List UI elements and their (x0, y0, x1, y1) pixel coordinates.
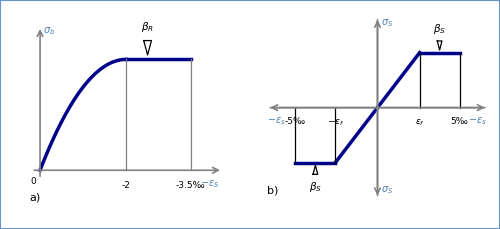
Text: $-\varepsilon_s$: $-\varepsilon_s$ (468, 115, 486, 127)
Text: a): a) (30, 192, 40, 202)
Text: $\beta_S$: $\beta_S$ (309, 180, 322, 194)
Text: $\varepsilon_f$: $\varepsilon_f$ (414, 117, 424, 128)
Text: 0: 0 (31, 177, 36, 186)
Text: $-\varepsilon_s$: $-\varepsilon_s$ (268, 115, 286, 127)
Text: 5‰: 5‰ (450, 117, 468, 126)
Text: -2: -2 (122, 181, 130, 190)
Text: $\sigma_S$: $\sigma_S$ (381, 18, 394, 29)
Text: $-\varepsilon_f$: $-\varepsilon_f$ (326, 117, 344, 128)
Text: b): b) (268, 185, 278, 195)
Text: $\beta_R$: $\beta_R$ (141, 20, 154, 34)
Text: $\sigma_S$: $\sigma_S$ (381, 185, 394, 196)
Text: $\beta_S$: $\beta_S$ (433, 22, 446, 36)
Text: $\sigma_b$: $\sigma_b$ (44, 25, 56, 37)
Text: -5‰: -5‰ (285, 117, 306, 126)
Text: -3.5‰: -3.5‰ (176, 181, 206, 190)
Text: $-\varepsilon_S$: $-\varepsilon_S$ (200, 178, 220, 190)
